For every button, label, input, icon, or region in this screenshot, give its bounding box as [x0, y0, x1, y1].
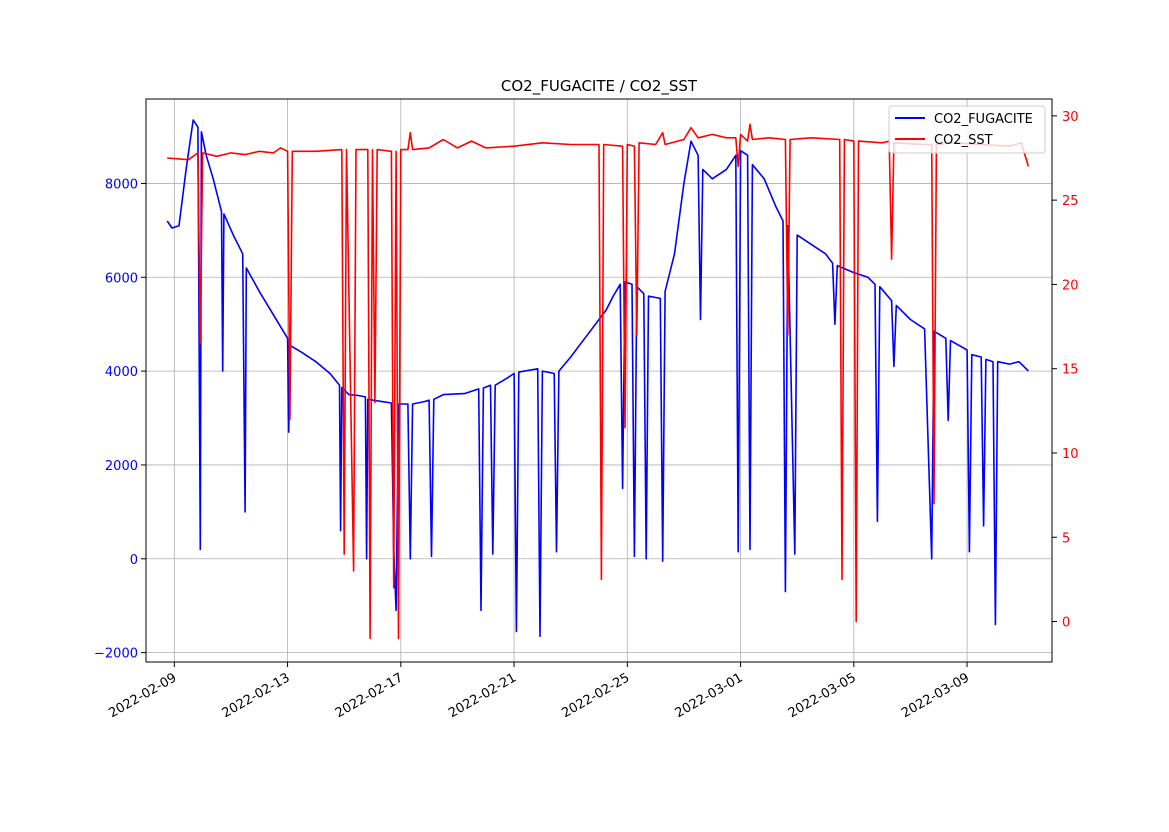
legend: CO2_FUGACITE CO2_SST	[888, 105, 1046, 154]
y-right-tick-label: 15	[1062, 363, 1079, 378]
y-right-tick-label: 20	[1062, 278, 1079, 293]
x-axis: 2022-02-09 2022-02-13 2022-02-17 2022-02-21…	[106, 662, 972, 721]
y-left-tick-label: 4000	[105, 365, 138, 380]
y-axis-right: 0 5 10 15 20 25 30	[1052, 110, 1079, 631]
y-left-tick-label: 0	[130, 553, 138, 568]
y-right-tick-label: 0	[1062, 616, 1070, 631]
x-tick-label: 2022-03-05	[786, 670, 859, 721]
legend-label: CO2_FUGACITE	[934, 112, 1033, 127]
x-tick-label: 2022-02-17	[333, 670, 406, 721]
x-tick-label: 2022-03-09	[899, 670, 972, 721]
x-tick-label: 2022-02-25	[559, 670, 632, 721]
y-left-tick-label: −2000	[94, 647, 138, 662]
y-right-tick-label: 30	[1062, 110, 1079, 125]
x-tick-label: 2022-03-01	[673, 670, 746, 721]
y-right-tick-label: 25	[1062, 194, 1079, 209]
y-axis-left: −2000 0 2000 4000 6000 8000	[94, 177, 146, 662]
y-left-tick-label: 8000	[105, 177, 138, 192]
y-right-tick-label: 10	[1062, 447, 1079, 462]
y-right-tick-label: 5	[1062, 531, 1070, 546]
legend-box	[888, 105, 1046, 154]
series-lines	[166, 119, 1030, 640]
chart-title: CO2_FUGACITE / CO2_SST	[501, 77, 698, 96]
y-left-tick-label: 2000	[105, 459, 138, 474]
y-left-tick-label: 6000	[105, 271, 138, 286]
x-tick-label: 2022-02-21	[446, 670, 519, 721]
legend-label: CO2_SST	[934, 133, 993, 148]
x-tick-label: 2022-02-09	[106, 670, 179, 721]
plot-area-frame	[145, 98, 1053, 663]
series-line-co2-sst	[167, 123, 1030, 640]
x-tick-label: 2022-02-13	[220, 670, 293, 721]
